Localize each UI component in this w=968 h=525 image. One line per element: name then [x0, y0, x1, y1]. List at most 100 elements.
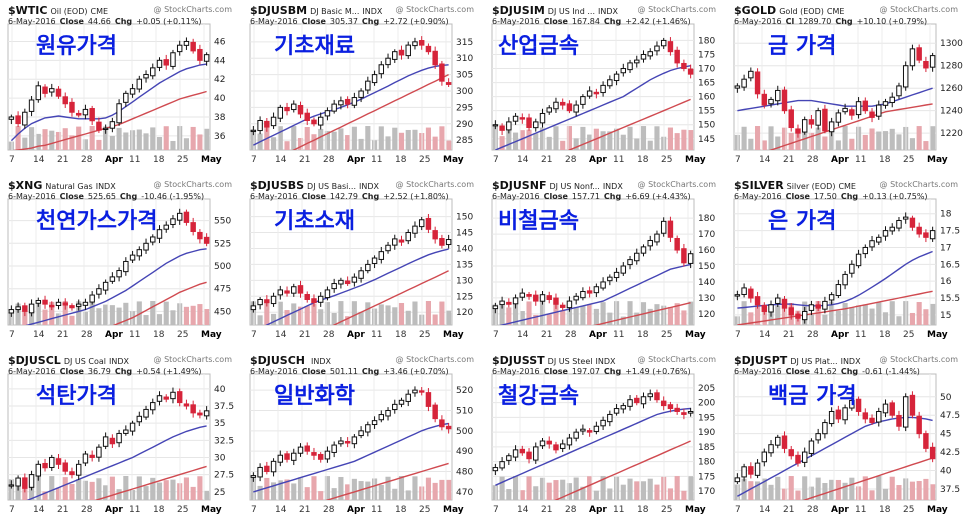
volume-bar: [372, 308, 378, 325]
x-tick-label: 21: [299, 155, 310, 165]
candle: [674, 403, 680, 415]
y-tick-label: 290: [456, 120, 473, 130]
candle: [385, 53, 391, 69]
chart-panel: 1300 1280 1260 1240 1220 7 14 21 28 Apr 11 18 25 May $…: [728, 2, 964, 172]
x-tick-label: 25: [177, 155, 188, 165]
x-tick-label: 18: [637, 505, 649, 515]
volume-bar: [163, 480, 169, 500]
candle: [284, 450, 290, 463]
x-tick-label: May: [443, 505, 464, 515]
chart-svg: 520 510 500 490 480 470 7 14 21 28 Apr 11 18 25 May: [249, 373, 473, 515]
candle: [203, 233, 210, 247]
x-tick-label: 21: [783, 505, 794, 515]
x-tick-label: Apr: [589, 330, 607, 340]
y-tick-label: 125: [456, 292, 473, 302]
volume-bar: [775, 305, 781, 325]
volume-bar: [392, 307, 398, 325]
volume-bar: [634, 312, 640, 325]
volume-bar: [674, 133, 680, 150]
x-tick-label: Apr: [105, 505, 123, 515]
candle: [667, 401, 674, 413]
candle: [546, 436, 552, 449]
x-tick-label: May: [201, 330, 222, 340]
chg-label: Chg: [114, 17, 133, 26]
volume-bar: [62, 301, 68, 325]
candle: [553, 441, 559, 454]
quote-line: 6-May-2016 Close 501.11 Chg +3.46 (+0.70%): [250, 367, 453, 376]
volume-bar: [304, 305, 310, 325]
volume-bar: [150, 301, 156, 325]
volume-bar: [607, 312, 613, 325]
ma-red-line: [737, 290, 933, 325]
korean-title: 천연가스가격: [36, 209, 158, 234]
candle: [163, 54, 169, 70]
candle: [264, 461, 270, 475]
candle: [358, 426, 364, 439]
candle: [580, 94, 586, 109]
volume-bar: [311, 303, 317, 325]
x-tick-label: 28: [323, 330, 335, 340]
candle: [586, 286, 593, 298]
volume-bar: [647, 478, 653, 500]
chg-label: Chg: [603, 367, 622, 376]
y-tick-label: 1260: [940, 84, 963, 94]
candle: [15, 302, 21, 313]
volume-bar: [271, 137, 277, 150]
volume-bar: [593, 308, 599, 325]
chg-value: +10.10 (+0.79%): [856, 17, 928, 26]
volume-bar: [15, 303, 21, 325]
candle: [660, 396, 667, 411]
volume-bar: [808, 314, 814, 325]
volume-bar: [768, 484, 774, 500]
volume-bar: [365, 126, 371, 150]
ma-red-line: [324, 462, 449, 500]
candle: [338, 437, 344, 447]
y-tick-label: 130: [698, 294, 715, 304]
candle: [687, 64, 694, 79]
volume-bar: [372, 140, 378, 150]
close-label: Close: [785, 192, 810, 201]
candle: [627, 394, 633, 411]
ticker-symbol: $DJUSPT DJ US Plat... INDX: [734, 354, 861, 367]
candle: [412, 221, 418, 238]
volume-bar: [822, 314, 828, 325]
candle: [250, 301, 257, 313]
volume-bar: [614, 128, 620, 150]
volume-bar: [109, 135, 115, 150]
volume-bar: [392, 127, 398, 150]
close-label: Close: [59, 367, 84, 376]
chg-value: +0.13 (+0.75%): [862, 192, 928, 201]
chart-svg: 46 44 42 40 38 36 7 14 21 28 Apr 11 18 25 May: [7, 23, 226, 165]
volume-bar: [291, 126, 297, 150]
x-tick-label: 7: [251, 330, 257, 340]
ma-red-line: [593, 302, 691, 325]
close-label: Close: [301, 367, 326, 376]
chg-label: Chg: [840, 192, 859, 201]
volume-bar: [82, 311, 88, 325]
candle: [365, 76, 371, 94]
volume-bar: [257, 485, 263, 500]
volume-bar: [425, 127, 431, 150]
close-label: Close: [543, 367, 568, 376]
candle: [371, 416, 378, 429]
x-tick-label: 7: [493, 330, 499, 340]
volume-bar: [930, 484, 936, 500]
volume-bar: [734, 484, 740, 500]
candle: [324, 286, 331, 301]
volume-bar: [896, 485, 902, 500]
candle: [869, 414, 875, 425]
candle: [351, 92, 358, 109]
y-tick-label: 140: [456, 244, 473, 254]
y-tick-label: 475: [214, 285, 231, 295]
volume-bar: [331, 313, 337, 325]
chg-value: +3.46 (+0.70%): [383, 367, 449, 376]
volume-bar: [385, 136, 391, 150]
volume-bar: [89, 481, 95, 500]
candle: [116, 429, 122, 448]
candle: [116, 99, 122, 126]
candle: [801, 447, 808, 468]
volume-bar: [849, 138, 855, 150]
ma-red-line: [768, 103, 933, 150]
volume-bar: [432, 482, 438, 500]
candle: [573, 428, 579, 442]
